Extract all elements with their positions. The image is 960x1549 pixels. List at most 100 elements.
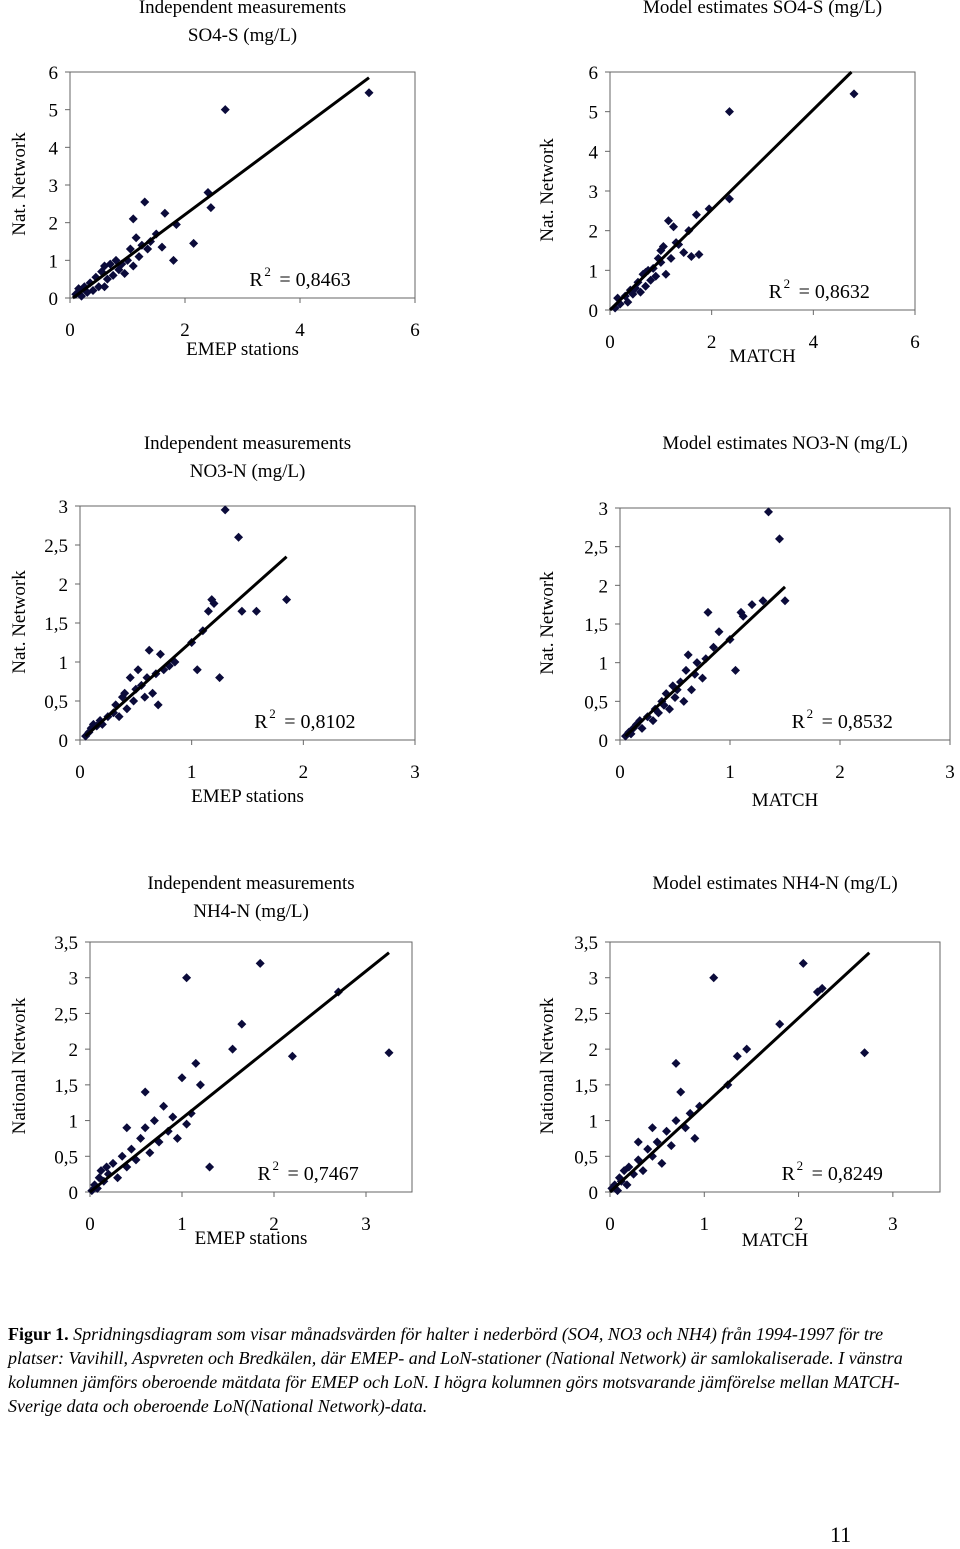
data-point (237, 606, 247, 616)
data-point (133, 665, 143, 675)
r-squared-exponent: 2 (264, 264, 271, 279)
data-point (694, 249, 704, 259)
x-tick-label: 2 (269, 1214, 279, 1235)
data-point (209, 599, 219, 608)
chart-title: Independent measurements NH4-N (mg/L) (50, 870, 452, 926)
y-tick-label: 3 (69, 969, 79, 990)
data-point (94, 1173, 104, 1183)
chart-title-line: Independent measurements (147, 873, 355, 894)
scatter-plot: 00,511,522,533,50 1 2 3R 2 = 0,8249 (574, 933, 941, 1235)
data-point (117, 1151, 127, 1161)
trend-line (89, 951, 390, 1194)
data-point (182, 1119, 192, 1129)
data-point (656, 257, 666, 267)
scatter-plot: 00,511,522,533,50 1 2 3R 2 = 0,7467 (54, 933, 413, 1235)
data-point (633, 1155, 643, 1165)
y-tick-label: 2,5 (574, 1004, 598, 1025)
data-point (622, 1180, 632, 1190)
x-tick-label: 2 (794, 1214, 804, 1235)
data-point (140, 1123, 150, 1133)
data-point (148, 688, 158, 698)
r-squared-value: = 0,8632 (799, 281, 870, 303)
data-point (189, 238, 199, 248)
y-tick-label: 3 (599, 499, 609, 520)
data-point (686, 251, 696, 261)
data-point (849, 89, 859, 99)
y-tick-label: 3 (59, 497, 69, 518)
x-tick-label: 6 (410, 320, 420, 341)
data-point (90, 1180, 100, 1190)
y-tick-label: 1,5 (574, 1076, 598, 1097)
y-tick-label: 1 (49, 251, 59, 272)
chart-nh4-emep: Independent measurements NH4-N (mg/L) 0 0,5… (0, 870, 480, 1300)
data-point (731, 665, 740, 675)
chart-title-line: NH4-N (mg/L) (193, 901, 309, 922)
y-tick-label: 1 (589, 1112, 599, 1133)
data-point (714, 627, 724, 637)
data-point (780, 596, 790, 606)
chart-no3-emep: Independent measurements NO3-N (mg/L) 0 0,5… (0, 430, 480, 860)
r-squared-exponent: 2 (797, 1158, 804, 1173)
data-point (663, 216, 673, 226)
data-point (724, 194, 734, 204)
y-tick-label: 6 (49, 63, 59, 84)
data-point (114, 712, 124, 722)
r-squared-exponent: 2 (784, 276, 791, 291)
data-point (690, 669, 700, 679)
chart-title-line: NO3-N (mg/L) (189, 461, 306, 482)
y-tick-label: 0 (589, 301, 599, 322)
data-point (703, 607, 713, 617)
data-point (633, 1137, 643, 1147)
r-squared-exponent: 2 (807, 706, 814, 721)
data-point (695, 1101, 705, 1111)
y-tick-label: 0,5 (584, 692, 608, 713)
trend-line (624, 585, 787, 738)
data-point (105, 259, 115, 269)
data-point (670, 692, 680, 702)
x-axis-label: EMEP stations (191, 786, 304, 807)
data-point (255, 958, 265, 968)
x-tick-label: 0 (605, 1214, 615, 1235)
page-number: 11 (830, 1522, 852, 1547)
x-tick-label: 2 (299, 762, 309, 783)
data-point (140, 692, 150, 702)
data-point (282, 595, 292, 605)
chart-title: Independent measurements SO4-S (mg/L) (30, 0, 455, 50)
data-point (647, 1123, 657, 1133)
y-axis-label: Nat. Network (537, 571, 558, 675)
data-point (140, 1087, 150, 1097)
chart-title: Independent measurements NO3-N (mg/L) (40, 430, 455, 486)
data-point (159, 1101, 169, 1111)
y-tick-label: 2 (69, 1040, 79, 1061)
y-axis-label: Nat. Network (9, 132, 30, 236)
r-squared-symbol: R (254, 711, 268, 733)
data-point (638, 1166, 648, 1176)
y-tick-label: 2 (589, 1040, 599, 1061)
x-axis-label: EMEP stations (186, 339, 299, 360)
r-squared-symbol: R (792, 711, 806, 733)
data-point (237, 1019, 247, 1029)
data-point (764, 507, 773, 517)
y-tick-label: 2,5 (584, 538, 608, 559)
x-tick-label: 3 (410, 762, 420, 783)
data-point (168, 1112, 178, 1122)
data-point (812, 987, 822, 997)
data-point (665, 704, 674, 714)
data-point (638, 269, 648, 279)
y-tick-label: 1,5 (44, 614, 68, 635)
plot-frame (79, 505, 416, 741)
y-tick-label: 1 (59, 653, 69, 674)
data-point (698, 673, 707, 683)
data-point (140, 197, 150, 207)
data-point (614, 1173, 624, 1183)
data-point (676, 1087, 686, 1097)
data-point (736, 607, 746, 617)
data-point (96, 1166, 106, 1176)
r-squared-value: = 0,8532 (822, 711, 893, 733)
data-point (169, 255, 178, 265)
y-tick-label: 3 (589, 969, 599, 990)
data-point (177, 1073, 187, 1083)
data-point (680, 1123, 690, 1133)
y-tick-label: 3,5 (54, 933, 78, 954)
